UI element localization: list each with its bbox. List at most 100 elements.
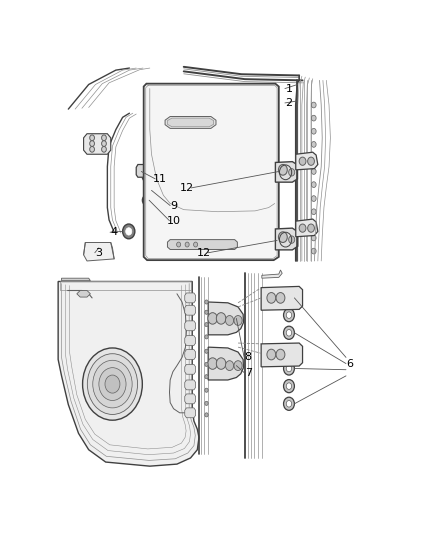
Circle shape: [205, 413, 208, 417]
Circle shape: [234, 361, 242, 370]
Circle shape: [289, 236, 295, 243]
Circle shape: [90, 135, 95, 141]
Polygon shape: [84, 134, 111, 154]
Circle shape: [90, 147, 95, 152]
Circle shape: [205, 335, 208, 339]
Polygon shape: [296, 152, 318, 170]
Polygon shape: [61, 278, 90, 281]
Circle shape: [283, 345, 294, 358]
Circle shape: [279, 232, 287, 243]
Circle shape: [267, 293, 276, 303]
Circle shape: [194, 242, 198, 247]
Text: 9: 9: [170, 200, 177, 211]
Circle shape: [267, 349, 276, 360]
Circle shape: [83, 348, 142, 420]
Circle shape: [286, 400, 292, 407]
Circle shape: [87, 354, 138, 415]
Circle shape: [226, 316, 233, 325]
Circle shape: [205, 322, 208, 327]
Polygon shape: [77, 290, 90, 297]
Circle shape: [311, 115, 316, 121]
Polygon shape: [144, 84, 279, 260]
Text: 11: 11: [153, 174, 167, 184]
Circle shape: [205, 362, 208, 366]
Circle shape: [286, 312, 292, 318]
Circle shape: [311, 248, 316, 254]
Circle shape: [299, 224, 306, 232]
Circle shape: [205, 349, 208, 353]
Circle shape: [311, 156, 316, 161]
Polygon shape: [58, 281, 199, 466]
Circle shape: [226, 361, 233, 370]
Polygon shape: [185, 350, 196, 359]
Circle shape: [185, 242, 189, 247]
Circle shape: [205, 310, 208, 314]
Circle shape: [102, 141, 106, 147]
Polygon shape: [84, 243, 114, 261]
Polygon shape: [208, 347, 244, 380]
Polygon shape: [262, 270, 282, 278]
Polygon shape: [185, 408, 196, 418]
Polygon shape: [261, 343, 303, 367]
Text: 8: 8: [245, 352, 252, 362]
Circle shape: [311, 168, 316, 174]
Text: 3: 3: [95, 248, 102, 258]
Circle shape: [286, 295, 292, 301]
Circle shape: [208, 358, 217, 369]
Circle shape: [145, 198, 148, 203]
Polygon shape: [296, 219, 318, 237]
Circle shape: [311, 128, 316, 134]
Circle shape: [276, 293, 285, 303]
Circle shape: [142, 195, 151, 205]
Circle shape: [286, 365, 292, 372]
Polygon shape: [276, 228, 298, 250]
Circle shape: [234, 316, 242, 325]
Text: 1: 1: [286, 84, 293, 94]
Circle shape: [311, 196, 316, 201]
Circle shape: [289, 168, 295, 176]
Circle shape: [205, 300, 208, 304]
Circle shape: [283, 362, 294, 375]
Circle shape: [311, 235, 316, 241]
Polygon shape: [136, 165, 146, 177]
Circle shape: [205, 375, 208, 379]
Circle shape: [102, 135, 106, 141]
Circle shape: [311, 209, 316, 215]
Polygon shape: [185, 305, 196, 315]
Polygon shape: [185, 293, 196, 303]
Circle shape: [311, 222, 316, 228]
Circle shape: [279, 165, 287, 175]
Text: 7: 7: [245, 368, 252, 377]
Circle shape: [286, 348, 292, 354]
Circle shape: [283, 379, 294, 393]
Polygon shape: [261, 286, 303, 310]
Text: 10: 10: [166, 216, 180, 226]
Circle shape: [286, 383, 292, 390]
Circle shape: [105, 375, 120, 393]
Text: 12: 12: [180, 183, 194, 193]
Circle shape: [311, 102, 316, 108]
Circle shape: [283, 397, 294, 410]
Circle shape: [283, 326, 294, 340]
Polygon shape: [185, 394, 196, 404]
Text: 12: 12: [197, 248, 211, 258]
Polygon shape: [167, 240, 237, 249]
Circle shape: [311, 142, 316, 147]
Polygon shape: [208, 302, 244, 335]
Circle shape: [283, 309, 294, 322]
Circle shape: [126, 228, 132, 235]
Circle shape: [208, 313, 217, 324]
Circle shape: [286, 329, 292, 336]
Polygon shape: [276, 161, 297, 182]
Polygon shape: [167, 118, 214, 127]
Circle shape: [216, 313, 226, 324]
Text: 6: 6: [346, 359, 353, 368]
Circle shape: [205, 388, 208, 392]
Polygon shape: [185, 365, 196, 374]
Circle shape: [90, 141, 95, 147]
Polygon shape: [185, 321, 196, 330]
Circle shape: [177, 242, 181, 247]
Circle shape: [307, 157, 314, 165]
Circle shape: [299, 157, 306, 165]
Circle shape: [99, 368, 126, 400]
